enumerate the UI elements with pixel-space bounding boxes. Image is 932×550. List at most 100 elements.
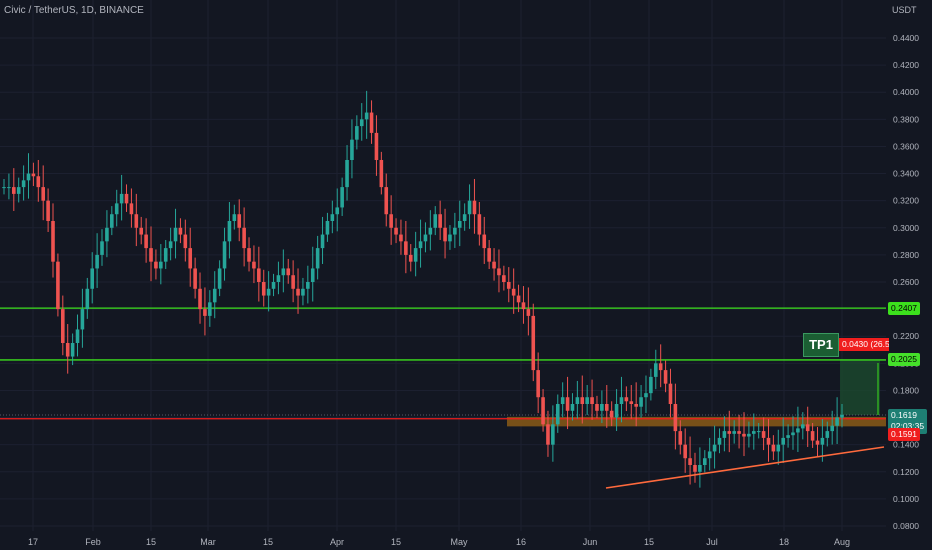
candle-body bbox=[727, 431, 732, 434]
candle-body bbox=[462, 214, 467, 221]
candle-body bbox=[114, 203, 119, 215]
candle-body bbox=[154, 261, 158, 269]
candle-body bbox=[208, 302, 212, 316]
y-tick-label: 0.1800 bbox=[893, 385, 919, 395]
candle-body bbox=[306, 282, 310, 289]
candle-body bbox=[742, 433, 746, 437]
candle-body bbox=[110, 214, 114, 228]
candle-body bbox=[369, 112, 374, 133]
y-tick-label: 0.3200 bbox=[893, 196, 919, 206]
candle-body bbox=[301, 288, 305, 296]
candle-body bbox=[119, 193, 124, 204]
candle-body bbox=[159, 261, 163, 269]
candle-body bbox=[497, 268, 501, 276]
candle-body bbox=[526, 309, 531, 316]
y-tick-label: 0.4200 bbox=[893, 60, 919, 70]
candle-body bbox=[580, 397, 585, 404]
candle-body bbox=[144, 234, 148, 249]
candle-body bbox=[663, 370, 668, 384]
candle-body bbox=[276, 275, 281, 282]
candle-body bbox=[756, 431, 761, 433]
candle-body bbox=[732, 431, 736, 434]
candle-body bbox=[457, 221, 462, 228]
candle-body bbox=[800, 424, 805, 429]
candle-body bbox=[75, 329, 80, 343]
tp1-label[interactable]: TP1 bbox=[803, 333, 839, 357]
candle-body bbox=[261, 282, 266, 296]
candle-body bbox=[188, 248, 193, 269]
candle-body bbox=[56, 261, 60, 310]
candle-body bbox=[100, 241, 104, 255]
candle-body bbox=[26, 173, 31, 181]
candle-body bbox=[95, 254, 99, 269]
candle-body bbox=[443, 227, 447, 242]
candle-body bbox=[242, 227, 246, 249]
tp1-value-tag: 0.0430 (26.5 bbox=[839, 338, 889, 351]
x-tick-label: Jun bbox=[583, 537, 598, 547]
candle-body bbox=[658, 363, 663, 371]
candle-body bbox=[565, 397, 570, 411]
candle-body bbox=[271, 282, 276, 289]
candle-body bbox=[350, 139, 354, 160]
candle-body bbox=[36, 176, 41, 188]
candle-body bbox=[193, 268, 197, 289]
x-tick-label: Aug bbox=[834, 537, 850, 547]
candle-body bbox=[825, 431, 830, 438]
candle-body bbox=[320, 234, 325, 249]
candle-body bbox=[16, 187, 21, 194]
candle-body bbox=[355, 126, 359, 140]
candle-body bbox=[408, 254, 413, 262]
candle-body bbox=[222, 241, 227, 269]
candle-body bbox=[31, 173, 36, 177]
candle-body bbox=[467, 200, 472, 215]
candle-body bbox=[51, 221, 55, 262]
x-tick-label: 17 bbox=[28, 537, 38, 547]
candle-body bbox=[168, 241, 173, 249]
y-tick-label: 0.4000 bbox=[893, 87, 919, 97]
candle-body bbox=[359, 119, 364, 127]
candle-body bbox=[487, 248, 491, 262]
candle-body bbox=[472, 200, 477, 215]
candle-body bbox=[521, 302, 526, 310]
chart-title: Civic / TetherUS, 1D, BINANCE bbox=[4, 5, 144, 16]
x-tick-label: Mar bbox=[200, 537, 216, 547]
candle-body bbox=[423, 234, 428, 242]
y-tick-label: 0.1400 bbox=[893, 440, 919, 450]
candle-body bbox=[722, 431, 727, 438]
candle-body bbox=[134, 214, 139, 228]
candle-body bbox=[805, 424, 810, 432]
candle-body bbox=[247, 248, 251, 262]
candle-body bbox=[345, 160, 349, 188]
x-tick-label: 15 bbox=[263, 537, 273, 547]
candle-body bbox=[252, 261, 256, 269]
candle-body bbox=[747, 433, 751, 437]
candle-body bbox=[506, 282, 511, 289]
candle-body bbox=[786, 435, 790, 438]
candle-body bbox=[707, 451, 712, 459]
y-tick-label: 0.2600 bbox=[893, 277, 919, 287]
candle-body bbox=[840, 414, 844, 418]
candle-body bbox=[198, 288, 202, 310]
candle-body bbox=[555, 404, 560, 425]
candle-body bbox=[702, 458, 707, 465]
candle-body bbox=[712, 444, 717, 452]
y-tick-label: 0.3600 bbox=[893, 141, 919, 151]
candle-body bbox=[129, 203, 134, 215]
candle-body bbox=[688, 458, 692, 465]
candle-body bbox=[413, 248, 418, 262]
candle-body bbox=[791, 432, 795, 436]
candle-body bbox=[624, 397, 629, 402]
candle-body bbox=[124, 193, 129, 204]
candle-body bbox=[418, 241, 423, 249]
candle-body bbox=[835, 417, 839, 426]
candle-body bbox=[178, 227, 183, 235]
x-tick-label: Feb bbox=[85, 537, 101, 547]
target-box bbox=[840, 359, 880, 415]
candle-body bbox=[379, 160, 384, 188]
support-zone bbox=[507, 416, 886, 427]
candle-body bbox=[781, 437, 785, 445]
y-tick-label: 0.1200 bbox=[893, 467, 919, 477]
candle-body bbox=[90, 268, 95, 289]
candle-body bbox=[761, 431, 766, 438]
